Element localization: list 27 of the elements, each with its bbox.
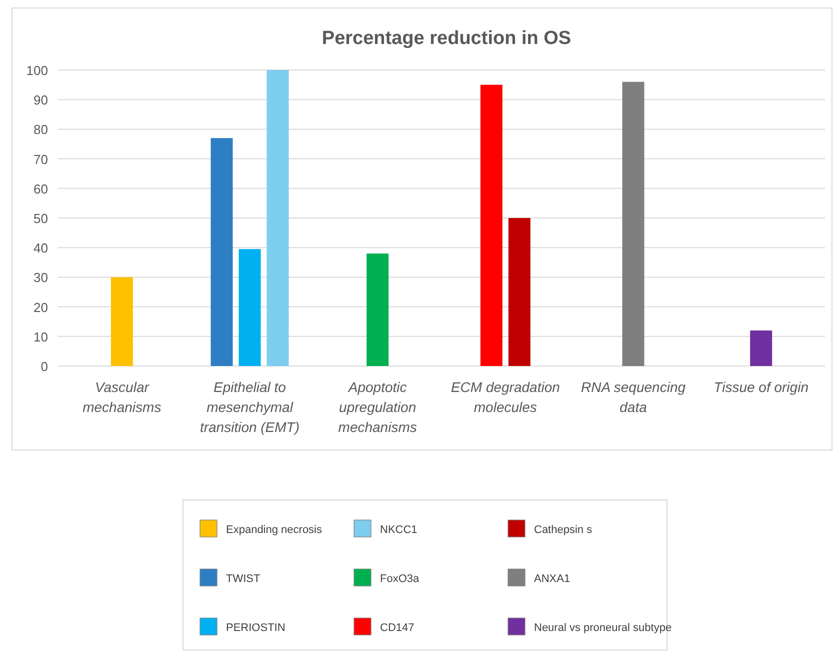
legend-label: NKCC1 xyxy=(380,524,418,536)
y-tick-label: 70 xyxy=(34,152,48,167)
x-tick-label: Vascular mechanisms xyxy=(82,379,162,415)
legend-label: Cathepsin s xyxy=(534,524,593,536)
legend-label: TWIST xyxy=(226,573,260,585)
y-tick-label: 90 xyxy=(34,92,48,108)
y-tick-label: 10 xyxy=(34,329,48,344)
legend-label: ANXA1 xyxy=(534,573,570,585)
x-tick-label: Tissue of origin xyxy=(714,379,809,395)
x-tick-label: ECM degradation molecules xyxy=(450,379,560,415)
y-tick-label: 40 xyxy=(34,240,48,256)
legend-label: Expanding necrosis xyxy=(226,524,323,536)
legend-label: PERIOSTIN xyxy=(226,622,286,634)
x-tick-label: Apoptotic upregulation mechanisms xyxy=(338,379,417,435)
y-tick-label: 30 xyxy=(34,270,48,286)
y-tick-label: 50 xyxy=(34,211,48,226)
y-tick-label: 0 xyxy=(40,359,48,374)
y-tick-label: 20 xyxy=(34,300,48,315)
legend-label: CD147 xyxy=(380,622,414,634)
chart-title: Percentage reduction in OS xyxy=(322,28,572,49)
y-tick-label: 100 xyxy=(26,63,48,78)
x-tick-label: Epithelial to mesenchymal transition (EMT) xyxy=(200,379,300,435)
y-tick-label: 80 xyxy=(34,122,48,138)
y-tick-label: 60 xyxy=(34,181,48,196)
legend-label: FoxO3a xyxy=(380,573,420,585)
x-tick-label: RNA sequencing data xyxy=(580,379,686,415)
legend-label: Neural vs proneural subtype xyxy=(534,622,672,634)
